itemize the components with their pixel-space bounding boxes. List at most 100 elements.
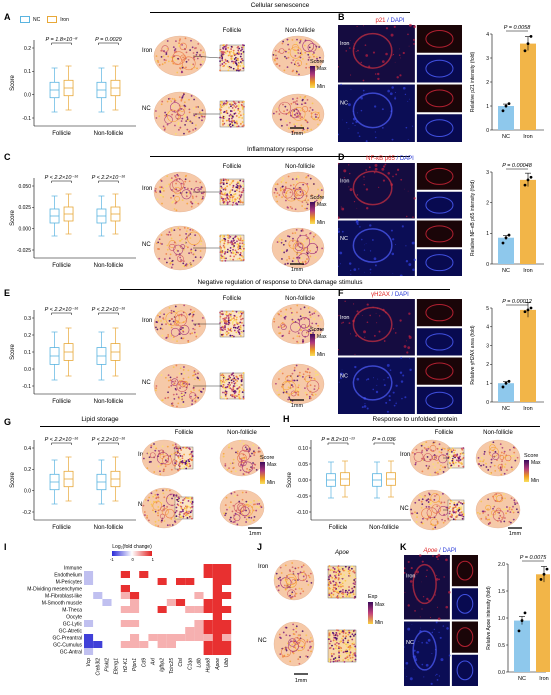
heatmap-col-label: Eferrg1	[114, 658, 120, 675]
heatmap-tick: 0	[131, 557, 134, 562]
stain-title: NF-κB p65 / DAPI	[366, 156, 414, 162]
heatmap-cell	[111, 620, 121, 627]
heatmap-cell	[203, 627, 213, 634]
heatmap-cell	[166, 634, 176, 641]
heatmap-cell	[222, 606, 232, 613]
heatmap-cell	[203, 641, 213, 648]
y-tick-label: 0.1	[24, 69, 31, 75]
x-tick-label: Non-follicle	[94, 131, 124, 137]
heatmap-cell	[93, 620, 103, 627]
heatmap-row-label: Oocyte	[66, 615, 82, 621]
heatmap-cell	[130, 634, 140, 641]
heatmap-cell	[93, 592, 103, 599]
heatmap-cell	[185, 585, 195, 592]
heatmap-cell	[148, 641, 158, 648]
heatmap-cell	[185, 613, 195, 620]
x-tick-label: Follicle	[329, 525, 348, 531]
heatmap-cell	[157, 606, 167, 613]
column-title-follicle: Follicle	[435, 430, 454, 436]
heatmap-cell	[139, 578, 149, 585]
p-value-label: P < 2.2×10⁻¹⁶	[92, 436, 126, 443]
section-title-inflammatory: Inflammatory response	[246, 146, 314, 153]
section-rule	[150, 156, 410, 157]
data-point	[504, 236, 508, 240]
heatmap-cell	[93, 571, 103, 578]
heatmap-col-label: Ubb	[224, 658, 230, 667]
panel-label-a: A	[4, 12, 11, 22]
y-tick-label: 0.0	[24, 488, 31, 494]
heatmap-cell	[130, 564, 140, 571]
spatial-map-e: Follicle Non-follicle Iron NC Score Max Min 1mm	[140, 292, 340, 414]
heatmap-cell	[212, 613, 222, 620]
heatmap-cell	[120, 620, 130, 627]
y-tick-label: 1.5	[498, 589, 505, 595]
data-point	[526, 308, 530, 312]
y-tick-label: 0.10	[298, 446, 308, 452]
heatmap-col-label: Vcp	[86, 658, 92, 667]
data-point	[529, 306, 533, 310]
heatmap-cell	[93, 634, 103, 641]
heatmap-cell	[84, 571, 94, 578]
heatmap-cell	[102, 648, 112, 655]
x-tick-label: NC	[502, 268, 510, 274]
heatmap-col-label: Hspa8	[206, 658, 212, 673]
x-tick-label: Follicle	[52, 399, 71, 405]
y-tick-label: 1	[486, 231, 489, 237]
heatmap-cell	[130, 592, 140, 599]
heatmap-cell	[166, 585, 176, 592]
heatmap-row-label: M-Dividing mesenchyme	[27, 587, 82, 593]
heatmap-cell	[203, 585, 213, 592]
heatmap-cell	[194, 641, 204, 648]
x-tick-label: Follicle	[52, 525, 71, 531]
heatmap-col-label: Pinkl2	[105, 658, 111, 672]
heatmap-cell	[93, 585, 103, 592]
heatmap-cell	[166, 613, 176, 620]
row-label-nc: NC	[142, 106, 151, 112]
p-value-label: P = 0.0075	[520, 555, 547, 561]
y-tick-label: 0.3	[24, 316, 31, 322]
heatmap-cell	[148, 620, 158, 627]
y-tick-label: 0	[486, 400, 489, 406]
heatmap-cell	[120, 641, 130, 648]
colorbar-min: Min	[317, 220, 325, 226]
heatmap-cell	[93, 613, 103, 620]
heatmap-cell	[120, 585, 130, 592]
heatmap-cell	[222, 585, 232, 592]
column-title-nonfollicle: Non-follicle	[285, 164, 315, 170]
data-point	[529, 175, 533, 179]
y-axis-label: Relative γH2AX area (fold)	[470, 325, 476, 385]
y-tick-label: 1	[486, 104, 489, 110]
legend-nc-label: NC	[33, 16, 41, 23]
boxplot-c: 0.050 0.025 0.000 -0.025 Score Follicle Non-fo…	[8, 164, 140, 276]
heatmap-cell	[111, 599, 121, 606]
y-tick-label: 4	[486, 32, 489, 38]
heatmap-cell	[111, 578, 121, 585]
heatmap-col-label: Igfbp2	[160, 658, 166, 672]
data-point	[539, 578, 543, 581]
heatmap-cell	[120, 571, 130, 578]
data-point	[523, 310, 527, 314]
data-point	[501, 385, 505, 389]
bar	[514, 620, 530, 672]
heatmap-cell	[84, 613, 94, 620]
scale-bar-label: 1mm	[509, 531, 522, 537]
bar	[520, 309, 536, 402]
heatmap-cell	[185, 599, 195, 606]
heatmap-cell	[166, 564, 176, 571]
heatmap-cell	[139, 627, 149, 634]
heatmap-col-label: Ptpn1	[132, 658, 138, 671]
heatmap-cell	[148, 613, 158, 620]
panel-label-i: I	[4, 542, 7, 552]
heatmap-cell	[111, 641, 121, 648]
y-tick-label: -0.025	[17, 248, 31, 254]
heatmap-cell	[93, 627, 103, 634]
heatmap-cell	[111, 606, 121, 613]
data-point	[542, 572, 546, 576]
column-title-follicle: Follicle	[175, 430, 194, 436]
heatmap-colorbar	[112, 551, 152, 556]
heatmap-cell	[111, 585, 121, 592]
panel-label-b: B	[338, 12, 345, 22]
y-tick-label: 0.050	[18, 184, 31, 190]
x-tick-label: Follicle	[52, 131, 71, 137]
y-tick-label: -0.10	[297, 510, 309, 516]
